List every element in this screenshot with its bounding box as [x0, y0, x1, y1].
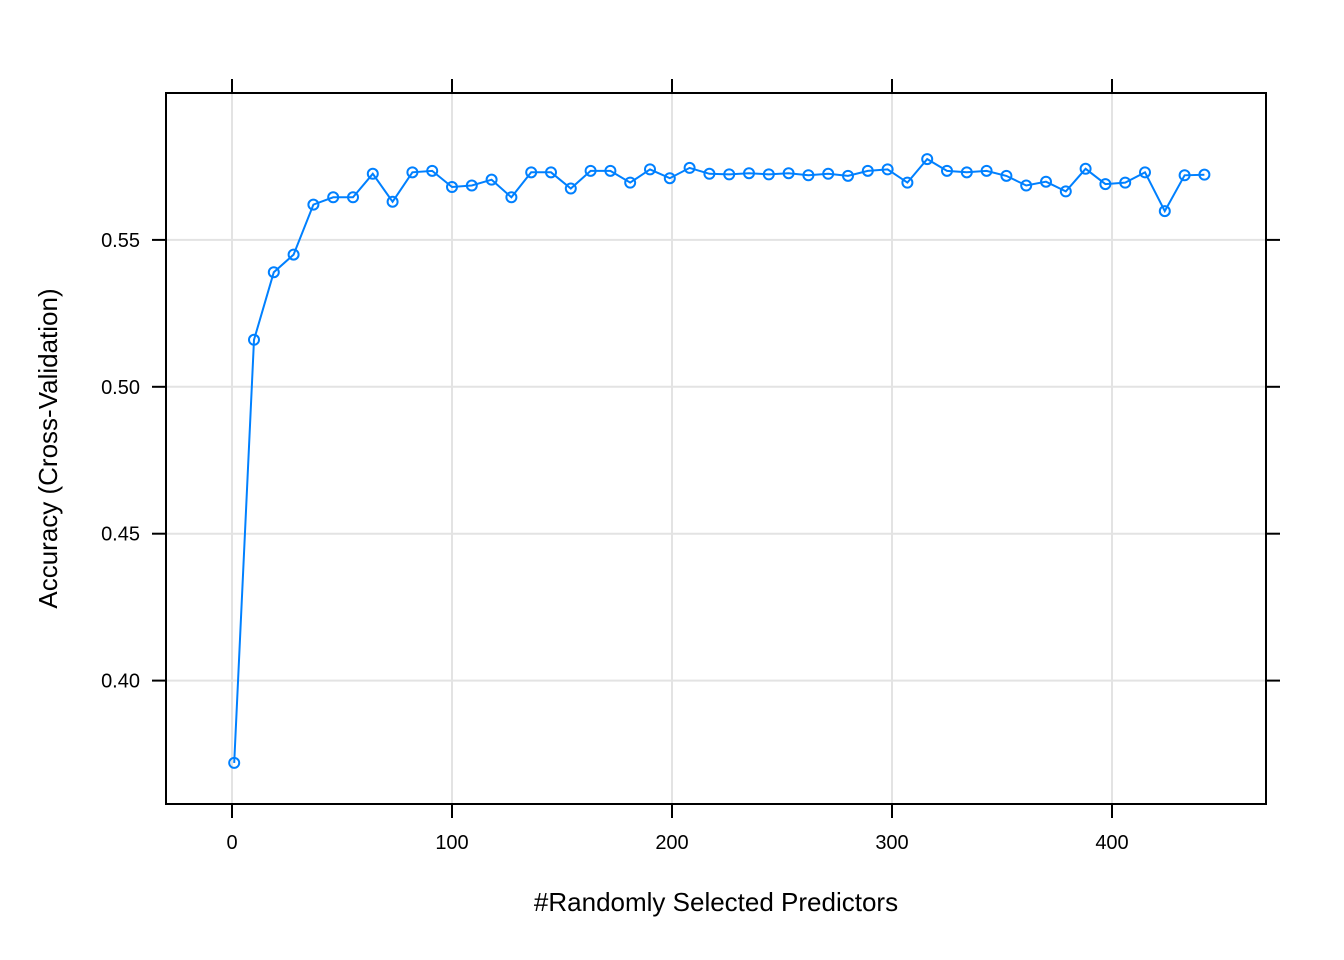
data-point: [861, 164, 874, 177]
data-point: [406, 166, 419, 179]
data-point: [564, 182, 577, 195]
data-point: [1158, 205, 1171, 218]
data-point: [505, 191, 518, 204]
data-point: [723, 168, 736, 181]
x-tick-label: 100: [435, 832, 468, 854]
data-point: [465, 179, 478, 192]
data-point: [881, 163, 894, 176]
y-tick-label: 0.55: [101, 230, 140, 252]
data-point: [446, 181, 458, 194]
data-point: [743, 167, 755, 180]
data-point: [624, 176, 637, 189]
data-point: [1099, 178, 1112, 191]
x-tick-label: 0: [226, 832, 237, 854]
data-point: [762, 168, 775, 181]
y-tick-label: 0.50: [101, 377, 140, 399]
data-point: [267, 266, 280, 279]
plot-frame: [165, 92, 1267, 805]
data-point: [307, 198, 320, 211]
data-point: [228, 756, 241, 769]
data-point: [1059, 185, 1072, 198]
y-axis-title: Accuracy (Cross-Validation): [33, 288, 63, 608]
data-point: [1040, 175, 1052, 188]
data-point: [426, 164, 439, 177]
data-point: [248, 333, 260, 346]
data-point: [327, 191, 340, 204]
y-tick-label: 0.40: [101, 671, 140, 693]
data-point: [1079, 162, 1092, 175]
x-tick-label: 300: [875, 832, 908, 854]
series-accuracy: [228, 153, 1211, 769]
data-point: [485, 173, 498, 186]
data-point: [1198, 168, 1211, 181]
data-point: [822, 167, 835, 180]
data-point: [683, 161, 696, 174]
x-tick-label: 200: [655, 832, 688, 854]
data-point: [644, 163, 656, 176]
data-point: [782, 167, 795, 180]
data-point: [1000, 169, 1013, 182]
data-point: [802, 169, 815, 182]
data-point: [941, 164, 953, 177]
data-point: [366, 167, 379, 180]
x-tick-label: 400: [1095, 832, 1128, 854]
data-point: [980, 164, 993, 177]
y-tick-label: 0.45: [101, 524, 140, 546]
grid-lines: [166, 93, 1266, 804]
data-point: [842, 169, 854, 182]
data-point: [901, 176, 914, 189]
data-point: [525, 166, 538, 179]
data-point: [287, 248, 300, 261]
data-point: [1119, 176, 1132, 189]
axis-ticks: [152, 79, 1280, 818]
data-point: [386, 195, 399, 208]
data-point: [604, 164, 617, 177]
data-point: [545, 166, 557, 179]
data-point: [960, 166, 973, 179]
data-point: [663, 172, 676, 185]
data-point: [347, 191, 359, 204]
data-point: [584, 164, 597, 177]
x-axis-title: #Randomly Selected Predictors: [534, 887, 898, 917]
data-point: [1178, 169, 1191, 182]
data-point: [1139, 166, 1151, 179]
data-point: [1020, 179, 1033, 192]
series-line: [233, 157, 1205, 763]
data-point: [703, 167, 716, 180]
data-point: [921, 153, 934, 166]
tick-labels: 0 100 200 300 400 0.40 0.45 0.50 0.55: [101, 230, 1129, 854]
